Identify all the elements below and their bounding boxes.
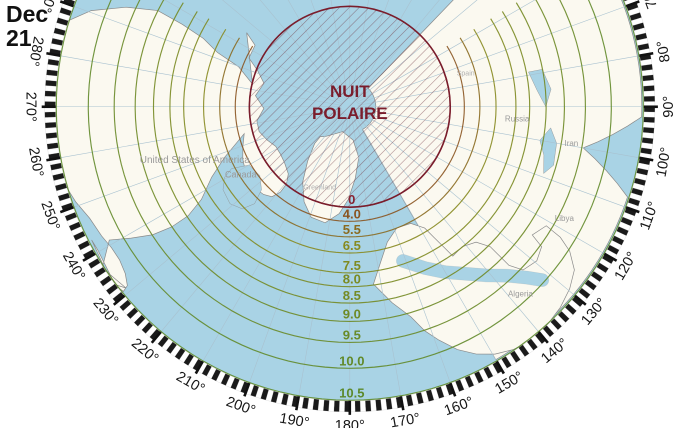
svg-text:10.5: 10.5: [339, 385, 364, 400]
svg-text:Spain: Spain: [457, 71, 475, 78]
svg-text:9.0: 9.0: [343, 306, 361, 321]
svg-text:POLAIRE: POLAIRE: [312, 104, 388, 123]
svg-text:7.5: 7.5: [343, 258, 361, 273]
svg-text:United States of America: United States of America: [140, 155, 250, 166]
svg-text:NUIT: NUIT: [330, 82, 370, 101]
svg-text:Canada: Canada: [225, 170, 257, 180]
svg-text:Iran: Iran: [564, 139, 578, 148]
svg-text:10.0: 10.0: [339, 353, 364, 368]
svg-text:5.5: 5.5: [343, 222, 361, 237]
svg-text:Libya: Libya: [555, 214, 575, 223]
svg-text:6.5: 6.5: [343, 238, 361, 253]
svg-text:8.0: 8.0: [343, 272, 361, 287]
svg-text:4.0: 4.0: [343, 206, 361, 221]
svg-text:Russia: Russia: [505, 114, 530, 123]
svg-text:Greenland: Greenland: [303, 184, 336, 191]
svg-text:Algeria: Algeria: [508, 289, 533, 298]
svg-text:8.5: 8.5: [343, 288, 361, 303]
svg-text:270°: 270°: [23, 92, 39, 122]
svg-text:90°: 90°: [661, 96, 677, 118]
svg-text:9.5: 9.5: [343, 327, 361, 342]
svg-text:180°: 180°: [335, 418, 365, 428]
